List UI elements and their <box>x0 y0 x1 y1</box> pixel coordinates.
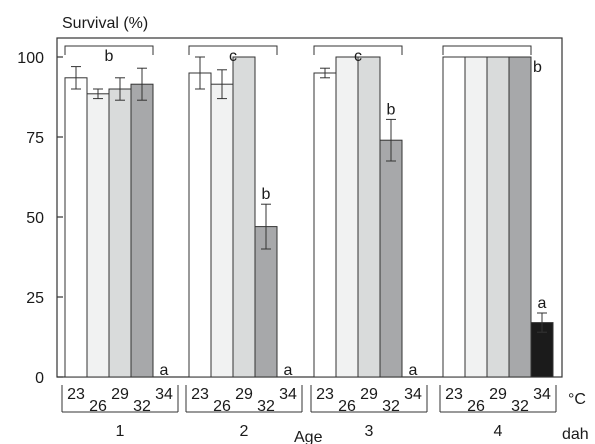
y-axis: 0 25 50 75 100 <box>17 50 63 387</box>
significance-letter: a <box>409 362 418 379</box>
temperature-tick-label: 26 <box>213 398 231 415</box>
plot-frame <box>56 37 563 378</box>
significance-letter: b <box>387 101 396 118</box>
group-unit-label: dah <box>562 426 589 443</box>
significance-bracket <box>442 45 532 55</box>
bar <box>442 56 466 378</box>
bar <box>508 56 532 378</box>
bar <box>232 56 256 378</box>
group-label: 1 <box>116 423 125 440</box>
y-tick-label: 50 <box>26 210 44 227</box>
significance-letter: b <box>262 186 271 203</box>
significance-letter: a <box>538 295 547 312</box>
bar <box>108 88 132 378</box>
group-label: 4 <box>494 423 503 440</box>
temperature-tick-label: 23 <box>445 386 463 403</box>
temperature-tick-label: 29 <box>360 386 378 403</box>
significance-letter: c <box>229 48 237 65</box>
bar <box>486 56 510 378</box>
x-axis-label: Age <box>294 429 323 444</box>
temperature-tick-label: 29 <box>489 386 507 403</box>
significance-bracket <box>313 45 403 55</box>
group-divider <box>185 385 303 412</box>
significance-letter: a <box>284 362 293 379</box>
temperature-tick-label: 34 <box>404 386 422 403</box>
bar <box>64 77 88 378</box>
temperature-tick-label: 32 <box>133 398 151 415</box>
temperature-tick-label: 32 <box>257 398 275 415</box>
temperature-tick-label: 29 <box>111 386 129 403</box>
annotations: b a c b a c b a b a <box>64 45 547 379</box>
bar <box>313 72 337 378</box>
temperature-tick-label: 26 <box>467 398 485 415</box>
y-tick-label: 0 <box>35 370 44 387</box>
temperature-tick-label: 23 <box>67 386 85 403</box>
significance-letter: b <box>533 59 542 76</box>
temperature-tick-label: 34 <box>533 386 551 403</box>
temperature-tick-label: 32 <box>382 398 400 415</box>
temperature-tick-label: 29 <box>235 386 253 403</box>
group-label: 2 <box>240 423 249 440</box>
temperature-tick-label: 26 <box>338 398 356 415</box>
temperature-tick-label: 32 <box>511 398 529 415</box>
y-tick-label: 100 <box>17 50 44 67</box>
temperature-tick-label: 23 <box>191 386 209 403</box>
temperature-unit-label: °C <box>568 391 586 408</box>
bar <box>86 93 110 378</box>
y-tick-label: 75 <box>26 130 44 147</box>
group-divider <box>439 385 557 412</box>
group-label: 3 <box>365 423 374 440</box>
bar <box>130 83 154 378</box>
significance-letter: c <box>354 48 362 65</box>
temperature-tick-label: 23 <box>316 386 334 403</box>
x-axis: 2326293234123262932342232629323432326293… <box>61 385 557 440</box>
significance-letter: a <box>160 362 169 379</box>
group-divider <box>310 385 428 412</box>
bar <box>464 56 488 378</box>
bar <box>188 72 212 378</box>
group-divider <box>61 385 179 412</box>
bar <box>357 56 381 378</box>
bar <box>335 56 359 378</box>
bars <box>64 56 554 378</box>
temperature-tick-label: 34 <box>279 386 297 403</box>
y-tick-label: 25 <box>26 290 44 307</box>
bar <box>379 139 403 378</box>
significance-letter: b <box>105 48 114 65</box>
significance-bracket <box>188 45 278 55</box>
bar <box>210 83 234 378</box>
temperature-tick-label: 34 <box>155 386 173 403</box>
y-axis-label: Survival (%) <box>62 15 148 32</box>
significance-bracket <box>64 45 154 55</box>
temperature-tick-label: 26 <box>89 398 107 415</box>
